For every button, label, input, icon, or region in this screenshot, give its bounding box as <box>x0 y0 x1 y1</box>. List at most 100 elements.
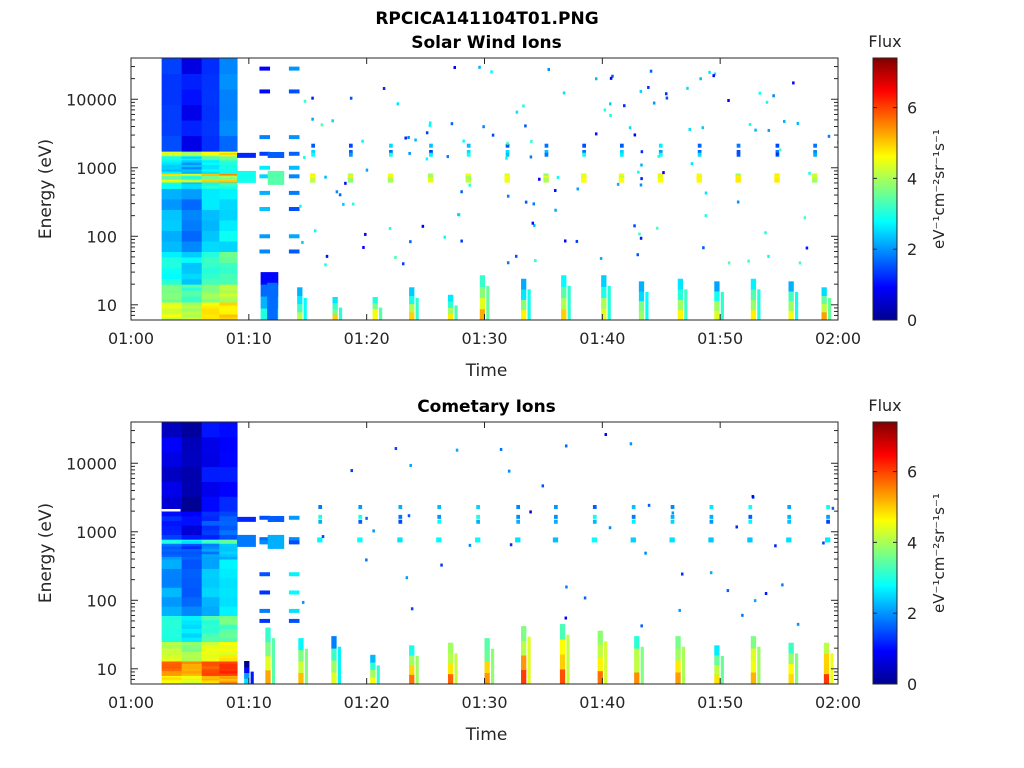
heatmap-cell <box>409 311 415 320</box>
heatmap-cell <box>821 311 827 320</box>
heatmap-cell <box>747 259 750 263</box>
heatmap-cell <box>827 134 831 138</box>
heatmap-cell <box>201 619 220 625</box>
heatmap-cell <box>823 663 830 675</box>
heatmap-cell <box>365 558 368 562</box>
heatmap-cell <box>219 587 238 598</box>
heatmap-cell <box>161 678 183 681</box>
heatmap-cell <box>161 135 183 152</box>
heatmap-cell <box>437 514 442 519</box>
heatmap-cell <box>181 158 203 160</box>
heatmap-cell <box>219 678 238 681</box>
heatmap-cell <box>298 649 304 662</box>
heatmap-cell <box>267 534 285 549</box>
heatmap-cell <box>219 422 238 438</box>
colorbar-tick-label: 0 <box>907 311 917 330</box>
plot-area <box>161 422 835 684</box>
heatmap-cell <box>201 637 220 643</box>
heatmap-cell <box>219 525 238 531</box>
heatmap-cell <box>757 646 761 684</box>
heatmap-cell <box>813 152 817 157</box>
heatmap-cell <box>505 152 510 157</box>
heatmap-cell <box>349 96 353 100</box>
y-tick-label: 100 <box>86 591 117 610</box>
heatmap-cell <box>259 590 271 595</box>
heatmap-cell <box>702 246 705 250</box>
heatmap-cell <box>201 587 220 598</box>
heatmap-cell <box>397 537 403 543</box>
heatmap-cell <box>288 174 300 179</box>
heatmap-cell <box>358 519 363 524</box>
heatmap-cell <box>219 641 238 646</box>
y-tick-label: 1000 <box>76 159 117 178</box>
heatmap-cell <box>697 149 702 154</box>
heatmap-cell <box>181 171 203 174</box>
heatmap-cell <box>161 287 183 291</box>
heatmap-cell <box>201 304 220 309</box>
heatmap-cell <box>201 178 220 180</box>
colorbar <box>872 421 898 685</box>
heatmap-cell <box>331 672 337 684</box>
heatmap-cell <box>201 673 220 676</box>
heatmap-cell <box>758 91 762 95</box>
heatmap-cell <box>591 537 598 543</box>
heatmap-cell <box>181 682 203 684</box>
heatmap-cell <box>219 209 238 221</box>
heatmap-cell <box>201 663 220 667</box>
heatmap-cell <box>709 519 714 524</box>
heatmap-cell <box>201 675 220 678</box>
heatmap-cell <box>201 422 220 438</box>
y-tick-label: 10 <box>97 296 117 315</box>
heatmap-cell <box>161 316 183 320</box>
heatmap-cell <box>161 175 183 177</box>
heatmap-cell <box>181 304 203 309</box>
heatmap-cell <box>201 262 220 269</box>
heatmap-cell <box>219 545 238 550</box>
heatmap-cell <box>597 644 603 658</box>
heatmap-cell <box>219 304 238 309</box>
heatmap-cell <box>634 636 640 649</box>
heatmap-cell <box>181 287 203 291</box>
heatmap-cell <box>592 504 597 509</box>
heatmap-cell <box>219 262 238 269</box>
heatmap-cell <box>201 648 220 652</box>
heatmap-cell <box>389 143 393 148</box>
heatmap-cell <box>201 154 220 157</box>
heatmap-cell <box>201 186 220 188</box>
heatmap-cell <box>219 644 238 649</box>
heatmap-cell <box>161 556 183 560</box>
heatmap-cell <box>335 190 339 194</box>
heatmap-cell <box>364 232 367 236</box>
heatmap-cell <box>504 177 510 183</box>
heatmap-cell <box>219 663 238 667</box>
heatmap-cell <box>201 529 220 535</box>
heatmap-cell <box>181 540 203 542</box>
heatmap-cell <box>484 661 490 674</box>
heatmap-cell <box>201 175 220 178</box>
heatmap-cell <box>565 585 568 589</box>
heatmap-cell <box>636 253 640 257</box>
heatmap-cell <box>421 224 425 228</box>
heatmap-cell <box>696 177 702 183</box>
heatmap-cell <box>181 159 203 163</box>
heatmap-cell <box>798 261 802 265</box>
heatmap-cell <box>754 128 757 132</box>
heatmap-cell <box>161 58 183 75</box>
heatmap-cell <box>181 637 203 643</box>
heatmap-cell <box>527 289 531 320</box>
heatmap-cell <box>181 681 203 684</box>
heatmap-cell <box>201 73 220 90</box>
heatmap-cell <box>409 655 415 666</box>
heatmap-cell <box>630 537 636 543</box>
heatmap-cell <box>288 190 300 195</box>
heatmap-cell <box>409 287 415 296</box>
heatmap-cell <box>427 177 434 183</box>
heatmap-cell <box>582 152 587 157</box>
heatmap-cell <box>161 154 183 157</box>
heatmap-cell <box>788 281 794 292</box>
heatmap-cell <box>201 256 220 263</box>
heatmap-cell <box>181 556 203 560</box>
heatmap-cell <box>219 151 238 153</box>
heatmap-cell <box>181 553 203 557</box>
